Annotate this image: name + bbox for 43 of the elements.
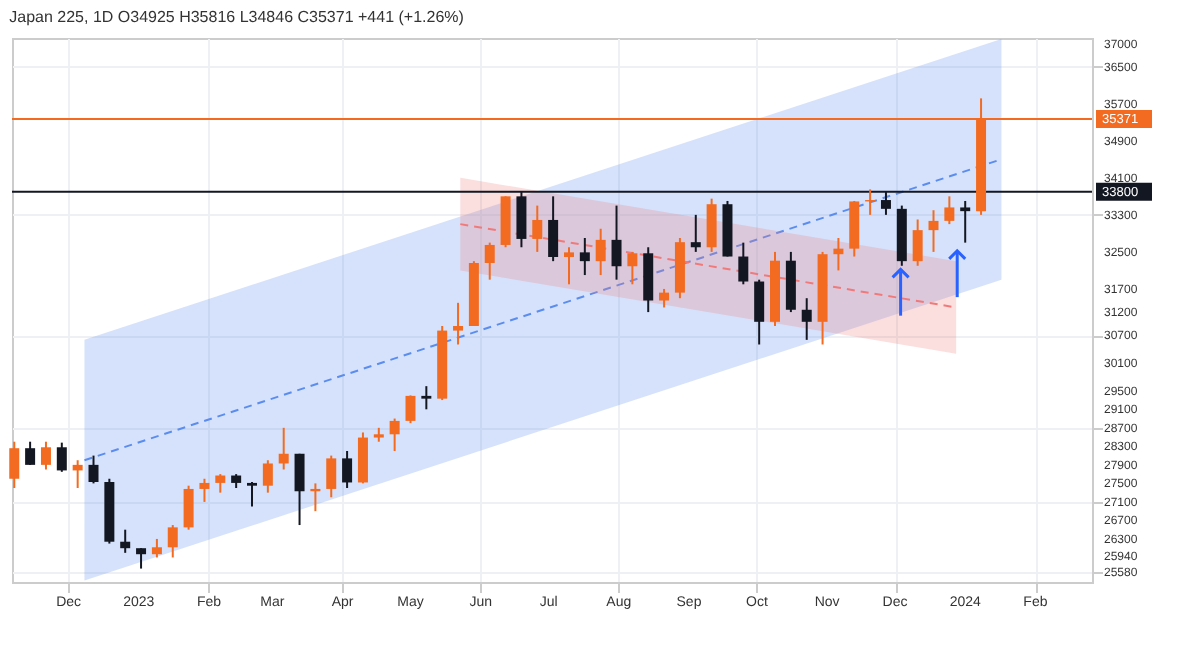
candlestick [262,459,273,494]
candlestick [801,297,812,341]
candlestick [928,209,939,253]
candlestick [627,250,638,286]
candlestick [595,227,606,277]
candlestick [40,440,51,471]
candlestick [247,481,257,508]
candlestick [151,537,162,559]
candlestick [56,441,67,473]
candlestick [453,301,464,346]
candlestick [960,199,971,244]
candlestick [342,449,353,490]
candlestick [136,547,147,570]
candlestick [278,426,289,471]
candlestick [357,431,368,485]
candlestick [849,199,860,258]
candlestick [579,237,590,277]
candlestick [199,477,210,503]
chart-title: Japan 225, 1D O34925 H35816 L34846 C35371 +441 (+1.26%) [9,7,465,26]
candlestick [912,218,923,267]
candlestick [532,204,543,253]
candlestick [643,246,654,314]
candlestick [405,394,416,425]
candlestick [706,197,717,253]
candlestick [611,204,622,281]
candlestick [754,278,765,346]
candlestick [215,473,226,494]
candlestick [88,454,99,485]
candlestick [659,287,670,309]
candlestick [9,440,20,490]
candlestick [389,417,400,452]
candlestick [421,385,432,411]
candlestick [294,452,305,527]
candlestick [167,524,178,559]
candlestick [25,440,36,466]
candlestick [484,241,495,281]
candlestick [690,213,701,253]
candlestick [944,195,955,226]
candlestick [738,241,749,286]
candlestick [563,246,574,286]
candlestick [120,528,131,554]
candlestick [183,484,194,531]
candlestick [326,454,337,499]
